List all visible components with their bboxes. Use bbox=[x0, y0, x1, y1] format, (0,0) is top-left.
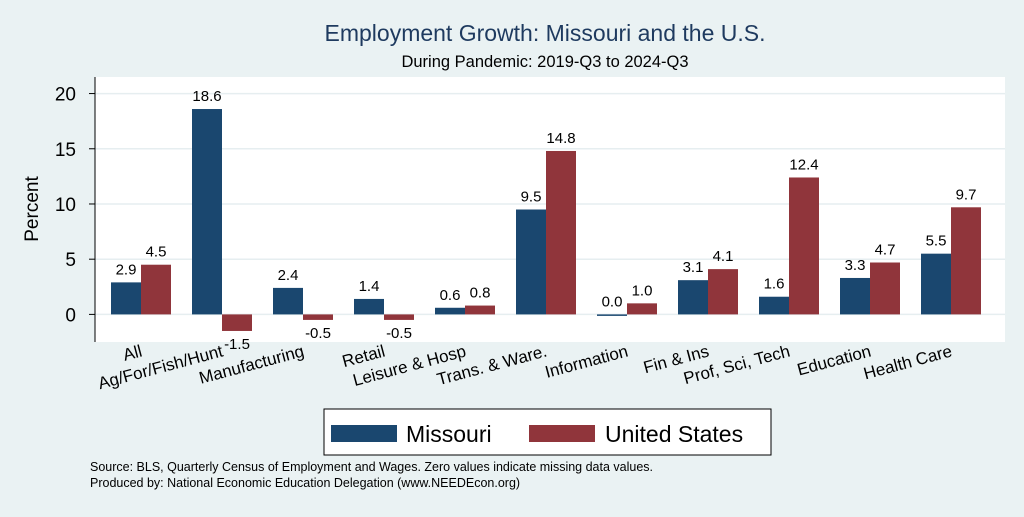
bar-missouri-manufacturing bbox=[273, 287, 303, 315]
bar-united-states-health-care bbox=[951, 207, 981, 315]
value-label-missouri-information: 0.0 bbox=[602, 293, 623, 310]
y-axis-label: Percent bbox=[22, 176, 43, 242]
bar-missouri-ag-for-fish-hunt bbox=[192, 109, 222, 315]
y-axis: 0 5 10 15 20 bbox=[55, 77, 96, 342]
value-label-missouri-all: 2.9 bbox=[116, 261, 137, 278]
bar-missouri-trans-ware bbox=[516, 209, 546, 315]
bar-missouri-education bbox=[840, 277, 870, 315]
x-tick-label-all: All bbox=[121, 342, 144, 365]
y-tick-label-5: 5 bbox=[65, 250, 76, 271]
value-label-united-states-information: 1.0 bbox=[632, 282, 653, 299]
value-label-united-states-prof-sci-tech: 12.4 bbox=[789, 156, 818, 173]
legend-swatch-missouri bbox=[331, 425, 397, 442]
value-label-missouri-health-care: 5.5 bbox=[926, 233, 947, 250]
bar-missouri-retail bbox=[354, 298, 384, 315]
bar-missouri-health-care bbox=[921, 253, 951, 315]
bar-missouri-leisure-hosp bbox=[435, 307, 465, 315]
bars bbox=[111, 109, 981, 331]
y-tick-label-20: 20 bbox=[55, 85, 76, 106]
bar-united-states-education bbox=[870, 262, 900, 315]
produced-note: Produced by: National Economic Education… bbox=[90, 476, 520, 490]
value-label-missouri-leisure-hosp: 0.6 bbox=[440, 287, 461, 304]
bar-missouri-fin-ins bbox=[678, 280, 708, 315]
source-note: Source: BLS, Quarterly Census of Employm… bbox=[90, 460, 653, 474]
y-tick-label-15: 15 bbox=[55, 140, 76, 161]
y-tick-label-10: 10 bbox=[55, 195, 76, 216]
bar-missouri-information bbox=[597, 314, 627, 316]
value-label-united-states-leisure-hosp: 0.8 bbox=[470, 285, 491, 302]
value-label-united-states-trans-ware: 14.8 bbox=[546, 130, 575, 147]
value-label-missouri-manufacturing: 2.4 bbox=[278, 267, 299, 284]
value-label-missouri-trans-ware: 9.5 bbox=[521, 189, 542, 206]
y-tick-label-0: 0 bbox=[65, 305, 76, 326]
value-label-united-states-health-care: 9.7 bbox=[956, 186, 977, 203]
legend: Missouri United States bbox=[323, 408, 772, 456]
bar-united-states-trans-ware bbox=[546, 150, 576, 315]
bar-united-states-information bbox=[627, 303, 657, 315]
legend-label-united-states: United States bbox=[605, 421, 743, 447]
value-label-missouri-retail: 1.4 bbox=[359, 278, 380, 295]
value-labels: 2.9 4.5 18.6 -1.5 2.4 -0.5 1.4 -0.5 0.6 0.8 9.5 14.… bbox=[116, 88, 977, 353]
value-label-missouri-education: 3.3 bbox=[845, 257, 866, 274]
legend-swatch-united-states bbox=[529, 425, 595, 442]
bar-united-states-retail bbox=[384, 314, 414, 320]
value-label-united-states-manufacturing: -0.5 bbox=[305, 325, 331, 342]
legend-label-missouri: Missouri bbox=[406, 421, 492, 447]
bar-missouri-all bbox=[111, 282, 141, 315]
value-label-missouri-fin-ins: 3.1 bbox=[683, 259, 704, 276]
value-label-united-states-retail: -0.5 bbox=[386, 325, 412, 342]
bar-united-states-leisure-hosp bbox=[465, 305, 495, 315]
bar-united-states-prof-sci-tech bbox=[789, 177, 819, 315]
value-label-united-states-all: 4.5 bbox=[146, 244, 167, 261]
bar-united-states-fin-ins bbox=[708, 269, 738, 315]
value-label-missouri-prof-sci-tech: 1.6 bbox=[764, 276, 785, 293]
bar-missouri-prof-sci-tech bbox=[759, 296, 789, 315]
chart-subtitle: During Pandemic: 2019-Q3 to 2024-Q3 bbox=[401, 53, 688, 71]
value-label-united-states-education: 4.7 bbox=[875, 242, 896, 259]
bar-united-states-manufacturing bbox=[303, 314, 333, 320]
value-label-united-states-ag-for-fish-hunt: -1.5 bbox=[224, 336, 250, 353]
value-label-united-states-fin-ins: 4.1 bbox=[713, 248, 734, 265]
bar-united-states-ag-for-fish-hunt bbox=[222, 314, 252, 331]
bar-united-states-all bbox=[141, 264, 171, 315]
value-label-missouri-ag-for-fish-hunt: 18.6 bbox=[192, 88, 221, 105]
chart-title: Employment Growth: Missouri and the U.S. bbox=[325, 20, 766, 46]
